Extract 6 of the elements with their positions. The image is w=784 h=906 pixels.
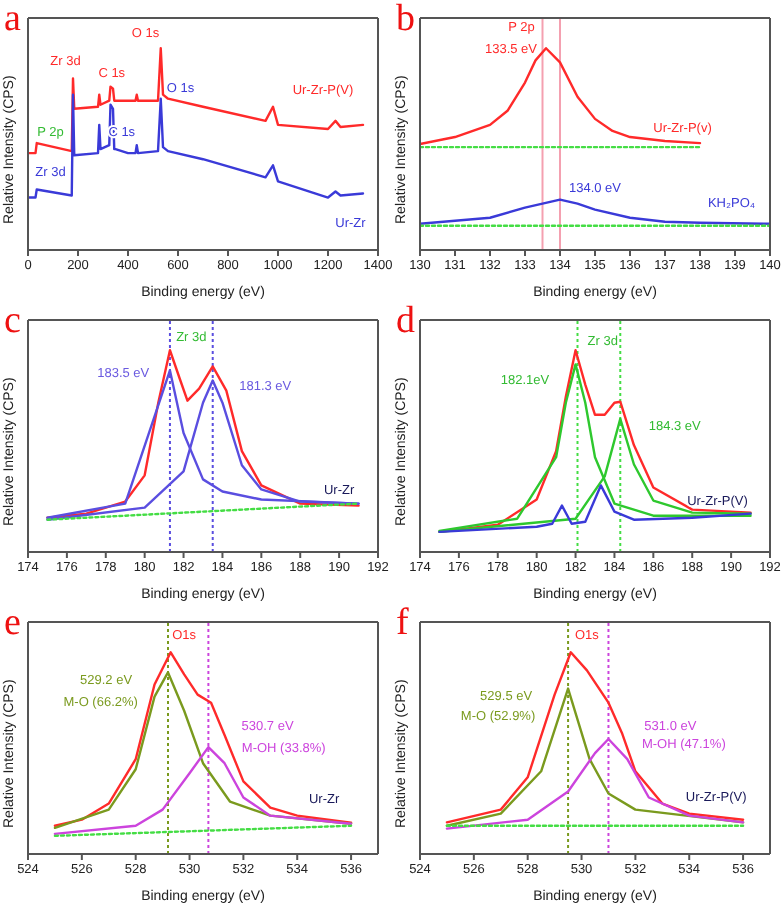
chart-title: b [396,0,415,40]
chart-title: c [4,300,21,342]
chart-title: d [396,300,415,342]
chart-title: e [4,602,21,644]
chart-title: a [4,0,21,40]
chart-title: f [396,602,409,644]
